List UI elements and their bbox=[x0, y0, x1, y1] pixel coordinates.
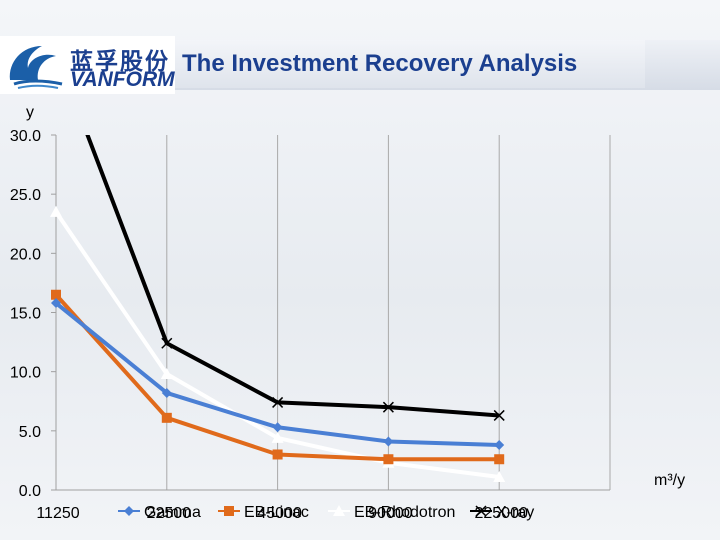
y-tick-label: 20.0 bbox=[10, 246, 41, 263]
wave-logo-icon bbox=[9, 46, 63, 89]
y-tick-label: 25.0 bbox=[10, 187, 41, 204]
logo-english-text: VANFORM bbox=[70, 68, 175, 91]
legend-marker bbox=[475, 505, 487, 517]
legend-label: EB-Linac bbox=[244, 504, 309, 521]
title-bar bbox=[175, 40, 645, 88]
page-title: The Investment Recovery Analysis bbox=[182, 50, 578, 77]
y-tick-label: 0.0 bbox=[19, 483, 41, 500]
y-tick-label: 30.0 bbox=[10, 128, 41, 145]
chart-legend: Gamma EB-Linac EB-Rhodotron X-ray bbox=[118, 504, 534, 521]
chart-series bbox=[50, 135, 506, 482]
data-point bbox=[383, 436, 394, 447]
y-tick-label: 15.0 bbox=[10, 306, 41, 323]
x-tick-label: 225000 bbox=[475, 505, 528, 522]
data-point bbox=[160, 368, 173, 380]
data-point bbox=[494, 440, 505, 451]
y-tick-label: 10.0 bbox=[10, 365, 41, 382]
x-tick-label: 90000 bbox=[368, 505, 413, 522]
x-axis-label: m³/y bbox=[654, 472, 685, 489]
y-axis-label: y bbox=[26, 104, 34, 121]
data-point bbox=[493, 470, 506, 482]
legend-marker bbox=[333, 505, 345, 516]
legend-entry: X-ray bbox=[470, 504, 534, 521]
data-point bbox=[51, 289, 61, 300]
data-point bbox=[161, 337, 173, 349]
data-point bbox=[493, 409, 505, 421]
legend-label: EB-Rhodotron bbox=[354, 504, 455, 521]
y-tick-label: 5.0 bbox=[19, 424, 41, 441]
data-point bbox=[272, 396, 284, 408]
x-tick-label: 11250 bbox=[36, 505, 79, 522]
legend-entry: EB-Linac bbox=[218, 504, 309, 521]
chart-axes bbox=[51, 134, 610, 491]
x-tick-label: 22500 bbox=[147, 505, 192, 522]
data-point bbox=[161, 412, 172, 423]
x-tick-label: 45000 bbox=[257, 505, 302, 522]
data-point bbox=[50, 205, 62, 217]
series-gamma bbox=[51, 298, 505, 451]
legend-entry: EB-Rhodotron bbox=[328, 504, 455, 521]
legend-marker bbox=[224, 506, 234, 516]
series-eb-linac bbox=[51, 289, 505, 465]
data-point bbox=[271, 431, 284, 443]
data-point bbox=[383, 454, 394, 465]
legend-label: Gamma bbox=[144, 504, 201, 521]
legend-label: X-ray bbox=[496, 504, 534, 521]
logo-chinese-text: 蓝孚股份 bbox=[70, 49, 170, 75]
data-point bbox=[494, 454, 505, 465]
legend-marker bbox=[124, 506, 134, 516]
legend-entry: Gamma bbox=[118, 504, 201, 521]
data-point bbox=[272, 422, 283, 433]
chart-labels: 0.0 5.0 10.0 15.0 20.0 25.0 30.0 11250 22500 4500… bbox=[10, 104, 685, 522]
data-point bbox=[272, 449, 283, 460]
data-point bbox=[51, 298, 61, 309]
series-x-ray bbox=[85, 135, 505, 421]
data-point bbox=[161, 387, 172, 398]
data-point bbox=[382, 401, 394, 413]
company-logo: 蓝孚股份 VANFORM bbox=[0, 36, 175, 94]
